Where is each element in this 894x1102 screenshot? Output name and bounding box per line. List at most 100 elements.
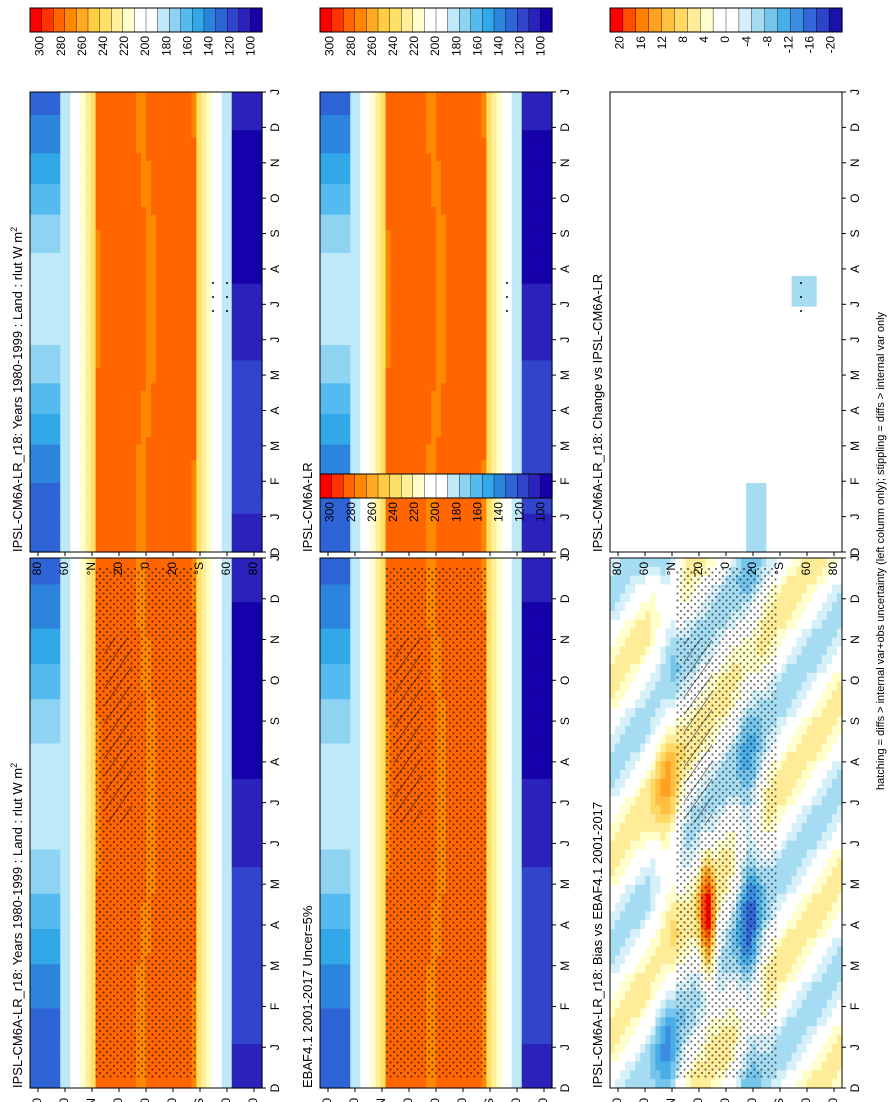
heatmap-cell [496, 107, 503, 116]
heatmap-cell [425, 107, 432, 116]
heatmap-cell [355, 337, 361, 346]
heatmap-cell [355, 536, 361, 545]
heatmap-cell [320, 253, 326, 262]
heatmap-cell [40, 787, 46, 798]
heatmap-cell [130, 1079, 137, 1089]
heatmap-cell [410, 222, 417, 231]
heatmap-cell [30, 778, 36, 789]
heatmap-cell [40, 558, 46, 568]
heatmap-cell [226, 1070, 233, 1080]
heatmap-cell [430, 460, 437, 469]
heatmap-cell [65, 743, 71, 753]
heatmap-cell [456, 536, 462, 545]
heatmap-cell [325, 314, 331, 323]
heatmap-cell [236, 796, 243, 806]
heatmap-cell [486, 498, 493, 507]
heatmap-cell [335, 176, 341, 185]
heatmap-cell [436, 245, 442, 254]
heatmap-cell [430, 145, 437, 154]
heatmap-cell [90, 929, 97, 939]
heatmap-cell [395, 452, 402, 461]
heatmap-cell [40, 929, 46, 939]
heatmap-cell [380, 207, 387, 216]
heatmap-cell [50, 884, 56, 895]
heatmap-cell [90, 1070, 97, 1080]
heatmap-cell [40, 946, 46, 957]
heatmap-cell [395, 253, 402, 262]
heatmap-cell [415, 329, 422, 338]
heatmap-cell [246, 1035, 253, 1045]
heatmap-cell [405, 460, 412, 469]
heatmap-cell [441, 429, 447, 438]
heatmap-cell [201, 982, 208, 992]
heatmap-cell [365, 467, 372, 476]
heatmap-cell [486, 99, 493, 108]
heatmap-cell [45, 796, 51, 806]
heatmap-cell [226, 619, 233, 630]
heatmap-cell [95, 1079, 102, 1089]
heatmap-cell [70, 619, 76, 630]
heatmap-cell [355, 207, 361, 216]
heatmap-cell [256, 699, 263, 709]
heatmap-cell [400, 352, 407, 361]
heatmap-cell [55, 699, 61, 709]
heatmap-cell [430, 329, 437, 338]
heatmap-cell [491, 337, 498, 346]
heatmap-cell [420, 107, 427, 116]
heatmap-cell [420, 498, 427, 507]
heatmap-cell [40, 823, 46, 833]
heatmap-cell [461, 291, 467, 300]
heatmap-cell [436, 168, 442, 177]
heatmap-cell [241, 929, 248, 939]
heatmap-cell [481, 345, 488, 354]
heatmap-cell [446, 122, 452, 131]
heatmap-cell [241, 1026, 248, 1036]
heatmap-cell [216, 602, 223, 612]
heatmap-cell [60, 937, 66, 948]
heatmap-cell [206, 964, 213, 974]
heatmap-cell [246, 743, 253, 753]
heatmap-cell [70, 664, 76, 674]
heatmap-cell [451, 214, 457, 223]
heatmap-cell [476, 107, 482, 116]
heatmap-cell [390, 130, 397, 139]
heatmap-cell [196, 708, 203, 718]
heatmap-cell [425, 245, 432, 254]
heatmap-cell [436, 329, 442, 338]
heatmap-cell [471, 176, 477, 185]
heatmap-cell [35, 937, 41, 948]
heatmap-cell [211, 823, 218, 833]
heatmap-cell [196, 672, 203, 683]
heatmap-cell [355, 92, 361, 101]
heatmap-cell [441, 444, 447, 453]
heatmap-cell [425, 260, 432, 269]
heatmap-cell [75, 637, 82, 647]
heatmap-cell [201, 672, 208, 683]
heatmap-cell [395, 214, 402, 223]
heatmap-cell [496, 322, 503, 331]
heatmap-cell [196, 664, 203, 674]
heatmap-cell [65, 717, 71, 727]
heatmap-cell [476, 299, 482, 308]
heatmap-cell [410, 191, 417, 200]
heatmap-cell [380, 99, 387, 108]
heatmap-cell [50, 699, 56, 709]
heatmap-cell [55, 787, 61, 798]
heatmap-cell [350, 329, 356, 338]
heatmap-cell [60, 805, 66, 815]
heatmap-cell [75, 840, 82, 851]
heatmap-cell [390, 153, 397, 162]
heatmap-cell [486, 322, 493, 331]
heatmap-cell [360, 253, 366, 262]
x-tick-label: N [268, 635, 282, 644]
heatmap-cell [100, 1079, 107, 1089]
heatmap-cell [446, 268, 452, 277]
heatmap-cell [55, 840, 61, 851]
heatmap-cell [65, 770, 71, 780]
heatmap-cell [256, 884, 263, 895]
heatmap-cell [216, 999, 223, 1010]
heatmap-cell [466, 222, 472, 231]
heatmap-cell [425, 207, 432, 216]
heatmap-cell [430, 529, 437, 538]
heatmap-cell [206, 876, 213, 886]
